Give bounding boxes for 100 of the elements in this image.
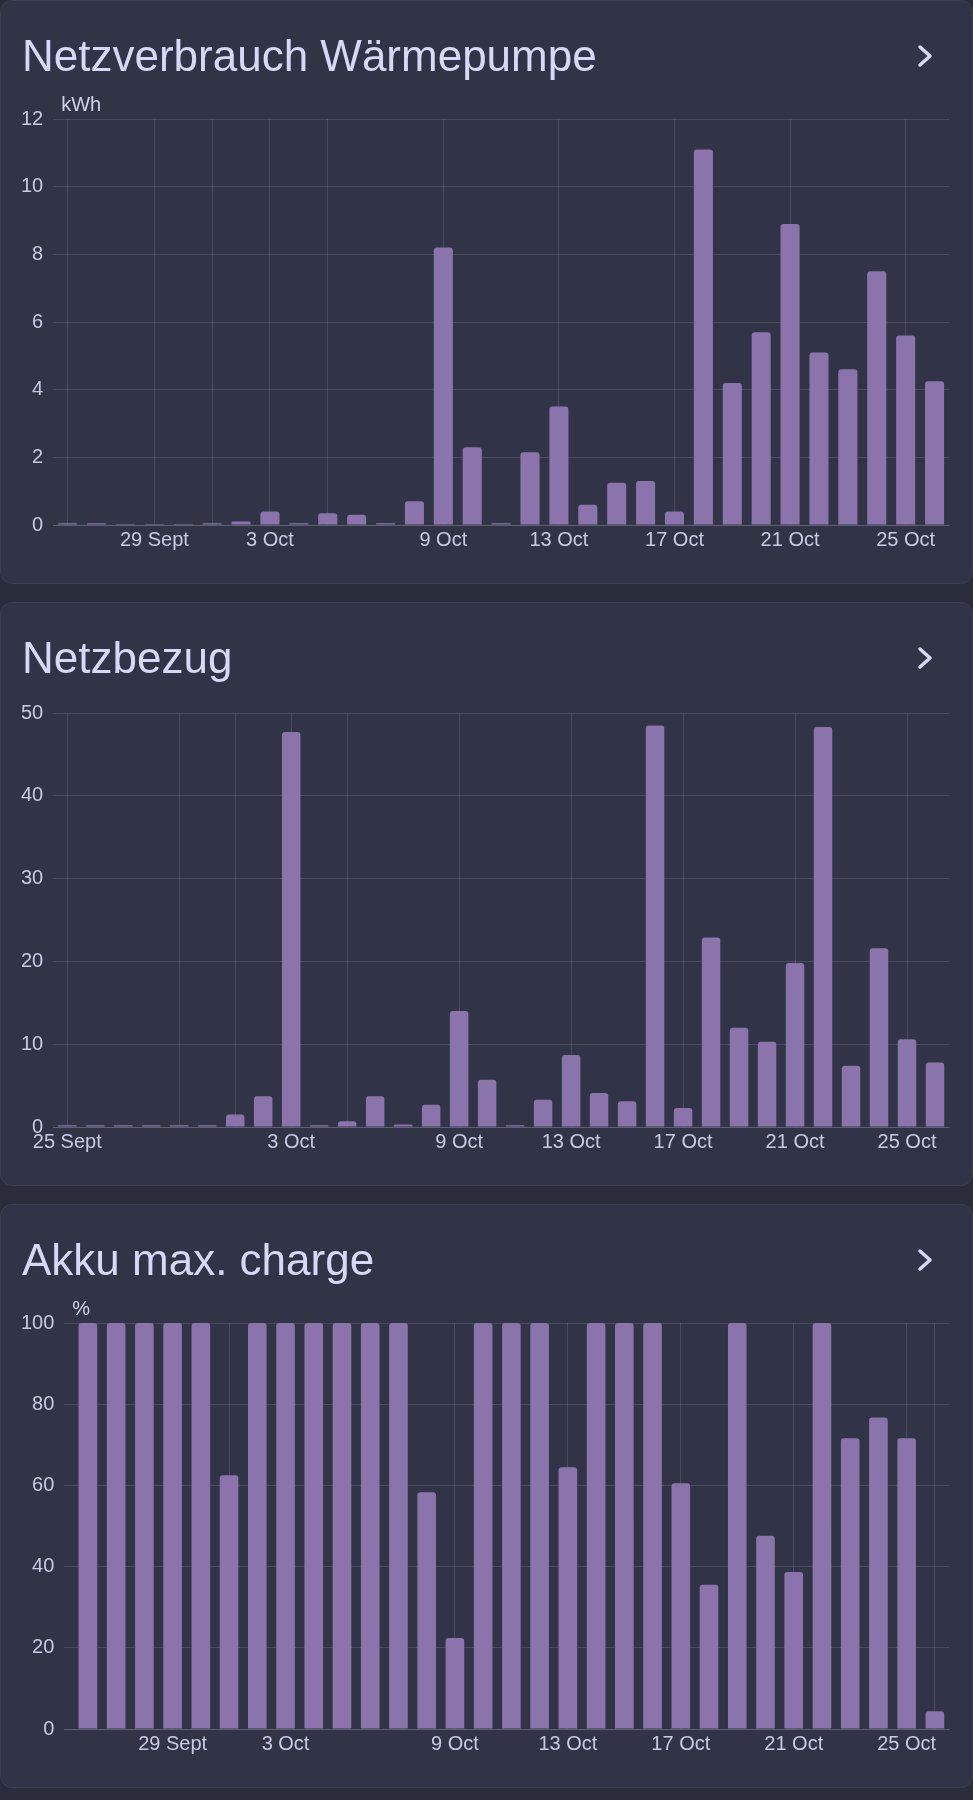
bar bbox=[785, 963, 805, 1127]
bar bbox=[318, 513, 338, 525]
x-tick-label: 21 Oct bbox=[764, 1731, 824, 1754]
bar bbox=[841, 1065, 861, 1127]
bar bbox=[520, 452, 540, 525]
bar bbox=[389, 1323, 408, 1729]
y-tick-label: 100 bbox=[20, 1310, 55, 1333]
bar bbox=[636, 481, 656, 525]
bar bbox=[417, 1492, 437, 1729]
bar bbox=[869, 948, 889, 1127]
x-tick-label: 13 Oct bbox=[538, 1731, 598, 1754]
y-tick-label: 8 bbox=[32, 241, 44, 264]
bar bbox=[332, 1323, 352, 1729]
bar bbox=[671, 1483, 691, 1729]
bar bbox=[757, 1041, 777, 1127]
bar bbox=[727, 1323, 747, 1729]
y-tick-label: 12 bbox=[21, 106, 44, 129]
bar bbox=[281, 732, 301, 1127]
bar bbox=[473, 1323, 493, 1729]
y-tick-label: 0 bbox=[43, 1716, 55, 1739]
bar bbox=[780, 223, 800, 525]
bar bbox=[578, 504, 598, 525]
bar bbox=[106, 1323, 126, 1729]
x-tick-label: 21 Oct bbox=[760, 527, 820, 550]
bar bbox=[897, 1039, 917, 1127]
bar bbox=[607, 482, 627, 525]
bar bbox=[897, 1438, 916, 1729]
x-tick-label: 9 Oct bbox=[431, 1731, 480, 1754]
x-tick-label: 17 Oct bbox=[645, 527, 705, 550]
bar bbox=[645, 725, 665, 1127]
bar bbox=[925, 1711, 945, 1729]
y-axis-title: % bbox=[72, 1296, 91, 1319]
x-tick-label: 21 Oct bbox=[765, 1129, 825, 1152]
bar bbox=[549, 406, 569, 525]
y-tick-label: 10 bbox=[21, 1031, 44, 1054]
bar bbox=[729, 1027, 749, 1127]
bar bbox=[347, 514, 367, 525]
bar bbox=[673, 1107, 693, 1127]
bar bbox=[502, 1323, 521, 1729]
bar bbox=[304, 1323, 324, 1729]
bar bbox=[643, 1323, 662, 1729]
bar bbox=[693, 149, 713, 525]
x-tick-label: 25 Oct bbox=[877, 1731, 937, 1754]
bar bbox=[558, 1467, 578, 1729]
y-tick-label: 2 bbox=[32, 444, 44, 467]
bar bbox=[231, 521, 251, 525]
chart-title: Akku max. charge bbox=[21, 1234, 376, 1286]
bar bbox=[617, 1101, 637, 1127]
bar bbox=[462, 447, 482, 525]
bar bbox=[722, 382, 742, 525]
bar bbox=[445, 1638, 465, 1729]
bar bbox=[701, 937, 721, 1127]
bar bbox=[163, 1323, 182, 1729]
bar bbox=[925, 381, 945, 525]
bar bbox=[869, 1417, 888, 1729]
bar bbox=[589, 1093, 609, 1127]
x-tick-label: 13 Oct bbox=[541, 1129, 601, 1152]
bar bbox=[756, 1535, 775, 1729]
bar bbox=[78, 1323, 98, 1729]
bar bbox=[925, 1062, 945, 1127]
y-tick-label: 30 bbox=[21, 866, 44, 889]
bar bbox=[421, 1104, 441, 1127]
x-tick-label: 9 Oct bbox=[419, 527, 468, 550]
x-tick-label: 17 Oct bbox=[651, 1731, 711, 1754]
bar bbox=[530, 1323, 549, 1729]
x-tick-label: 29 Sept bbox=[138, 1731, 208, 1754]
bar bbox=[561, 1054, 581, 1127]
bar bbox=[699, 1584, 719, 1729]
x-tick-label: 25 Oct bbox=[876, 527, 936, 550]
bar bbox=[784, 1571, 804, 1729]
y-tick-label: 0 bbox=[32, 512, 44, 535]
bar bbox=[365, 1096, 385, 1127]
bar bbox=[809, 352, 829, 525]
bar bbox=[135, 1323, 154, 1729]
bar bbox=[840, 1438, 860, 1729]
bar bbox=[812, 1323, 832, 1729]
y-tick-label: 80 bbox=[32, 1391, 55, 1414]
x-tick-label: 13 Oct bbox=[529, 527, 589, 550]
y-tick-label: 20 bbox=[32, 1635, 55, 1658]
bar bbox=[838, 369, 858, 525]
x-tick-label: 25 Oct bbox=[877, 1129, 937, 1152]
y-tick-label: 40 bbox=[21, 783, 44, 806]
bar bbox=[219, 1475, 239, 1729]
bar bbox=[896, 335, 916, 525]
y-axis-title: kWh bbox=[61, 92, 102, 115]
chart-title: Netzbezug bbox=[21, 632, 234, 684]
x-tick-label: 9 Oct bbox=[435, 1129, 484, 1152]
bar bbox=[586, 1323, 606, 1729]
bar bbox=[404, 501, 424, 525]
bar bbox=[533, 1099, 553, 1127]
bar bbox=[477, 1079, 497, 1127]
bar bbox=[253, 1096, 273, 1127]
bar bbox=[225, 1114, 245, 1127]
bar bbox=[276, 1323, 295, 1729]
bar bbox=[664, 511, 685, 525]
x-tick-label: 3 Oct bbox=[267, 1129, 316, 1152]
x-tick-label: 17 Oct bbox=[653, 1129, 713, 1152]
bar bbox=[191, 1323, 211, 1729]
y-tick-label: 20 bbox=[21, 948, 44, 971]
bar bbox=[751, 332, 771, 525]
